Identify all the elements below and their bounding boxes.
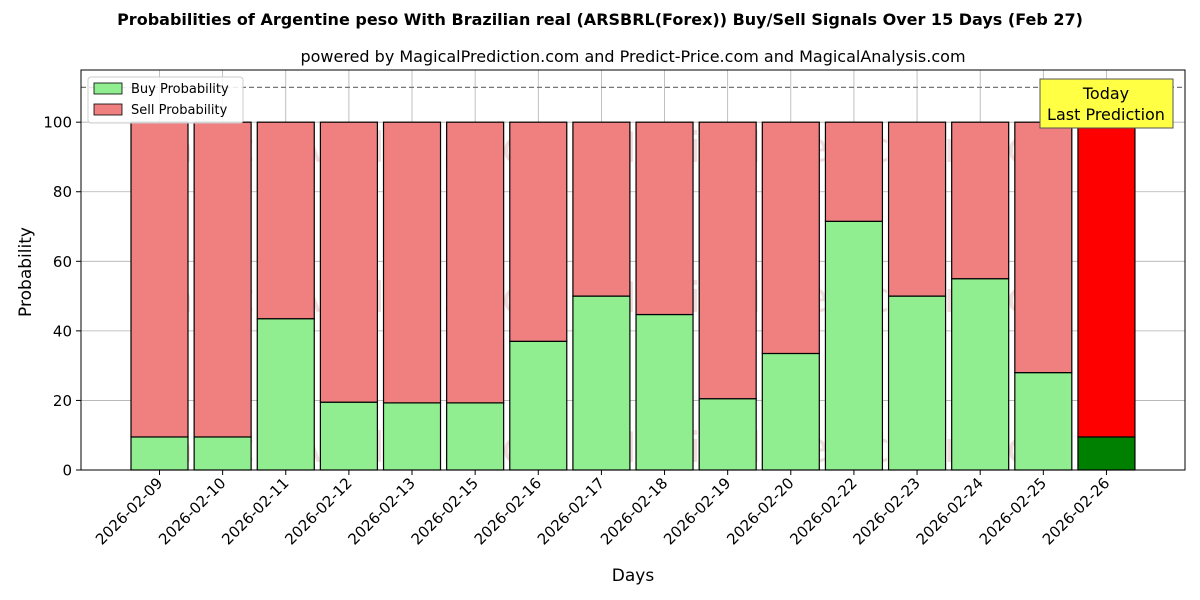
bar-sell-2026-02-25	[1014, 121, 1073, 374]
bar-buy-2026-02-23	[887, 295, 947, 471]
bar-sell-2026-02-23	[887, 121, 947, 297]
legend-label-buy: Buy Probability	[131, 82, 229, 97]
bar-buy-2026-02-16	[509, 340, 568, 471]
legend-box	[87, 76, 244, 124]
legend-label-sell: Sell Probability	[131, 103, 228, 118]
bar-buy-2026-02-09	[130, 436, 189, 471]
bars	[130, 121, 1136, 471]
x-tick-label: 2026-02-25	[976, 474, 1050, 548]
x-tick-label: 2026-02-24	[913, 474, 987, 548]
x-tick-label: 2026-02-18	[597, 474, 671, 548]
bar-buy-2026-02-10	[193, 436, 252, 471]
bar-sell-2026-02-09	[130, 121, 189, 438]
legend-swatch-buy	[93, 82, 123, 95]
legend: Buy Probability Sell Probability	[87, 76, 244, 124]
today-annotation-box	[1039, 78, 1174, 129]
bar-sell-2026-02-16	[509, 121, 568, 342]
today-annotation-line2: Last Prediction	[1047, 105, 1165, 124]
bar-sell-2026-02-11	[256, 121, 315, 320]
bar-sell-2026-02-13	[382, 121, 442, 404]
bar-sell-2026-02-17	[572, 121, 631, 297]
y-axis-ticks: 0 20 40 60 80 100	[43, 114, 81, 480]
bar-sell-2026-02-12	[319, 121, 378, 403]
bar-sell-2026-02-26	[1077, 121, 1136, 438]
bar-buy-2026-02-12	[319, 401, 378, 471]
x-tick-label: 2026-02-23	[850, 474, 924, 548]
x-tick-label: 2026-02-26	[1039, 474, 1113, 548]
x-tick-label: 2026-02-12	[281, 474, 355, 548]
bar-sell-2026-02-22	[824, 121, 884, 222]
x-tick-label: 2026-02-15	[408, 474, 482, 548]
bar-buy-2026-02-20	[761, 352, 820, 471]
plot-frame	[80, 69, 1186, 471]
bar-sell-2026-02-18	[635, 121, 694, 316]
bar-buy-2026-02-15	[446, 402, 505, 471]
x-tick-label: 2026-02-19	[660, 474, 734, 548]
bar-buy-2026-02-13	[382, 402, 442, 471]
x-axis-ticks: 2026-02-092026-02-102026-02-112026-02-12…	[92, 470, 1113, 548]
x-tick-label: 2026-02-13	[344, 474, 418, 548]
x-tick-label: 2026-02-09	[92, 474, 166, 548]
chart-title: Probabilities of Argentine peso With Bra…	[117, 10, 1083, 29]
bar-buy-2026-02-24	[951, 278, 1010, 471]
bar-buy-2026-02-19	[698, 398, 757, 471]
x-tick-label: 2026-02-22	[786, 474, 860, 548]
y-tick-label: 20	[53, 392, 72, 410]
today-annotation: Today Last Prediction	[1039, 78, 1174, 129]
bar-buy-2026-02-18	[635, 313, 694, 471]
y-tick-label: 100	[43, 114, 72, 132]
legend-swatch-sell	[93, 103, 123, 116]
bar-sell-2026-02-24	[951, 121, 1010, 280]
x-tick-label: 2026-02-17	[534, 474, 608, 548]
y-tick-label: 80	[53, 183, 72, 201]
y-tick-label: 60	[53, 253, 72, 271]
x-tick-label: 2026-02-20	[723, 474, 797, 548]
bar-buy-2026-02-22	[824, 220, 884, 471]
bar-buy-2026-02-17	[572, 295, 631, 471]
y-tick-label: 0	[62, 462, 72, 480]
y-axis-label: Probability	[16, 227, 36, 317]
x-axis-label: Days	[612, 566, 655, 586]
x-tick-label: 2026-02-11	[218, 474, 292, 548]
x-tick-label: 2026-02-10	[155, 474, 229, 548]
x-tick-label: 2026-02-16	[471, 474, 545, 548]
bar-sell-2026-02-15	[446, 121, 505, 404]
bar-sell-2026-02-19	[698, 121, 757, 400]
today-annotation-line1: Today	[1082, 84, 1129, 103]
bar-buy-2026-02-11	[256, 318, 315, 471]
bar-sell-2026-02-10	[193, 121, 252, 438]
bar-buy-2026-02-26	[1077, 436, 1136, 471]
bar-buy-2026-02-25	[1014, 372, 1073, 471]
y-tick-label: 40	[53, 322, 72, 340]
chart-subtitle: powered by MagicalPrediction.com and Pre…	[300, 47, 965, 66]
bar-sell-2026-02-20	[761, 121, 820, 355]
